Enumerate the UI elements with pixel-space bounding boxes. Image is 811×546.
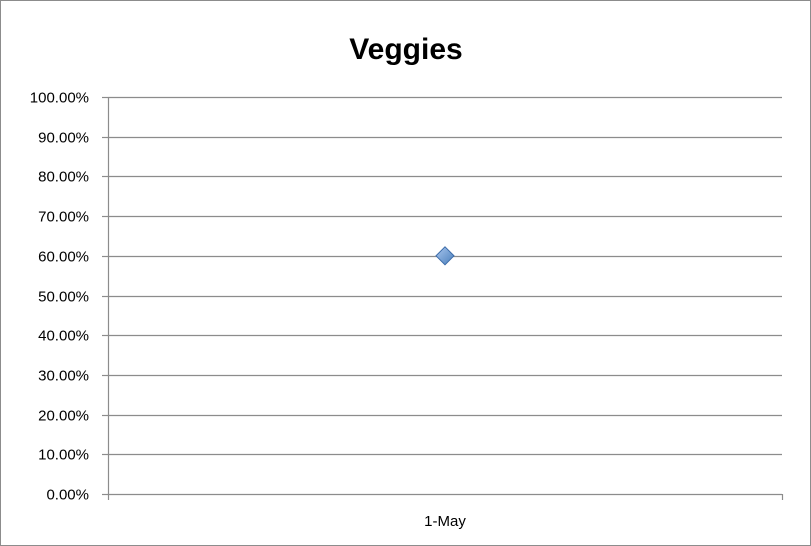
y-tick-label: 90.00% (38, 130, 89, 147)
y-tick-label: 40.00% (38, 328, 89, 345)
y-tick-label: 80.00% (38, 169, 89, 186)
y-tick-label: 60.00% (38, 249, 89, 266)
x-tick-labels: 1-May (424, 513, 466, 530)
gridlines (108, 96, 782, 456)
y-tick-label: 0.00% (46, 487, 89, 504)
y-tick-label: 10.00% (38, 447, 89, 464)
y-tick-label: 70.00% (38, 209, 89, 226)
x-tick-label: 1-May (424, 513, 466, 530)
y-tick-label: 30.00% (38, 368, 89, 385)
chart-title: Veggies (349, 33, 462, 66)
data-point (435, 246, 455, 266)
y-tick-label: 100.00% (30, 90, 89, 107)
axes (102, 96, 784, 500)
y-tick-label: 20.00% (38, 408, 89, 425)
data-points (435, 246, 455, 266)
y-tick-labels: 0.00% 10.00% 20.00% 30.00% 40.00% 50.00% 60.00… (30, 90, 89, 504)
y-tick-label: 50.00% (38, 289, 89, 306)
